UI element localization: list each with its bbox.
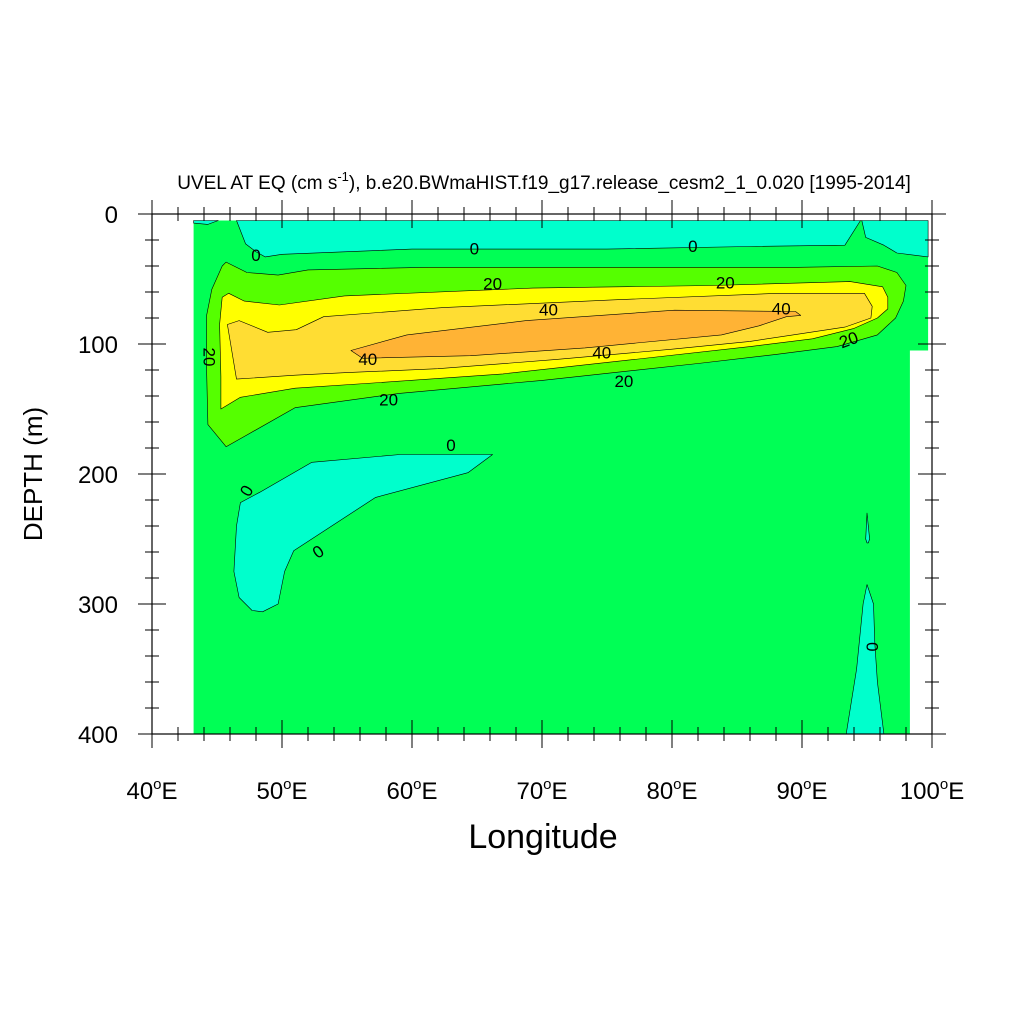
y-tick-label: 400: [78, 722, 118, 749]
x-tick-hemisphere: E: [552, 778, 568, 805]
x-tick-degree: o: [413, 776, 421, 793]
contour-region-lt-0: [236, 220, 929, 258]
x-tick-number: 70: [516, 778, 543, 805]
contour-label: 40: [772, 299, 791, 318]
x-tick-hemisphere: E: [682, 778, 698, 805]
contour-region-lt-0: [193, 220, 219, 225]
x-tick-number: 100: [900, 778, 940, 805]
contour-region-lt-0: [865, 512, 870, 544]
title-superscript: -1: [337, 169, 349, 184]
x-tick-hemisphere: E: [422, 778, 438, 805]
y-axis-label: DEPTH (m): [18, 407, 48, 541]
x-tick-label: 40oE: [126, 776, 177, 805]
contour-label: 40: [358, 350, 377, 369]
x-tick-labels: 40oE 50oE 60oE 70oE 80oE 90oE 100oE: [126, 776, 964, 805]
contour-label: 0: [470, 240, 479, 259]
x-tick-number: 80: [646, 778, 673, 805]
axis-ticks: [138, 200, 946, 748]
contour-label: 0: [863, 642, 882, 651]
x-tick-number: 50: [256, 778, 283, 805]
contour-label: 0: [688, 237, 697, 256]
x-tick-degree: o: [283, 776, 291, 793]
x-tick-hemisphere: E: [812, 778, 828, 805]
y-tick-label: 200: [78, 462, 118, 489]
x-tick-label: 50oE: [256, 776, 307, 805]
chart-title: UVEL AT EQ (cm s-1), b.e20.BWmaHIST.f19_…: [177, 169, 911, 194]
x-tick-degree: o: [940, 776, 948, 793]
title-suffix: ), b.e20.BWmaHIST.f19_g17.release_cesm2_…: [349, 173, 911, 194]
x-tick-label: 60oE: [386, 776, 437, 805]
contour-label: 20: [716, 273, 735, 292]
x-tick-hemisphere: E: [162, 778, 178, 805]
x-tick-degree: o: [543, 776, 551, 793]
x-axis-label: Longitude: [468, 818, 617, 856]
x-tick-degree: o: [673, 776, 681, 793]
x-tick-number: 90: [776, 778, 803, 805]
y-tick-labels: 0 100 200 300 400: [78, 202, 118, 749]
title-prefix: UVEL AT EQ (cm s: [177, 173, 337, 194]
contour-label: 40: [539, 301, 558, 320]
x-tick-label: 80oE: [646, 776, 697, 805]
contour-region-lt-0: [233, 454, 493, 613]
x-tick-degree: o: [803, 776, 811, 793]
x-tick-number: 60: [386, 778, 413, 805]
contour-label: 40: [592, 344, 611, 363]
x-tick-label: 90oE: [776, 776, 827, 805]
x-tick-hemisphere: E: [292, 778, 308, 805]
contour-label: 20: [379, 390, 398, 409]
contour-label: 20: [200, 348, 219, 367]
contour-label: 0: [446, 436, 455, 455]
contour-label: 20: [483, 275, 502, 294]
contour-label: 0: [251, 246, 260, 265]
contour-label: 20: [614, 372, 633, 391]
contour-region-gt-40: [350, 309, 802, 359]
x-tick-hemisphere: E: [948, 778, 964, 805]
y-tick-label: 300: [78, 592, 118, 619]
x-tick-number: 40: [126, 778, 153, 805]
x-tick-degree: o: [153, 776, 161, 793]
y-tick-label: 0: [105, 202, 118, 229]
contour-fill-layer: [193, 220, 929, 735]
y-tick-label: 100: [78, 332, 118, 359]
x-tick-label: 100oE: [900, 776, 964, 805]
x-tick-label: 70oE: [516, 776, 567, 805]
